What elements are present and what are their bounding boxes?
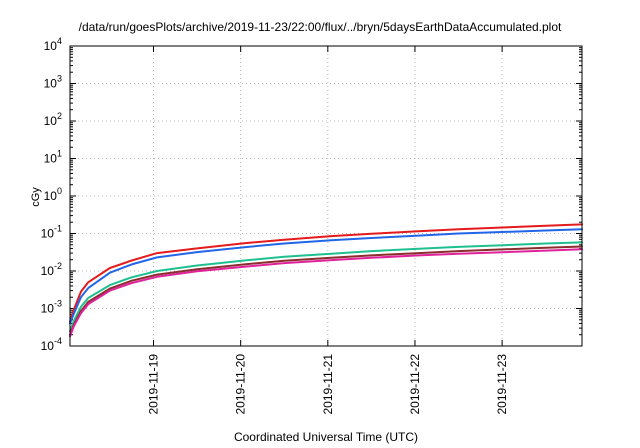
series-line-4	[69, 245, 583, 336]
y-tick-label: 10-3	[41, 299, 62, 316]
series-line-1	[69, 223, 583, 323]
series-line-3	[69, 241, 583, 333]
x-tick-label: 2019-11-23	[495, 354, 509, 415]
y-tick-label: 104	[44, 36, 62, 53]
y-axis-label: cGy	[30, 187, 42, 207]
plot-frame	[69, 45, 583, 347]
x-tick-label: 2019-11-21	[321, 354, 335, 415]
y-tick-label: 102	[44, 111, 62, 128]
y-tick-label: 100	[44, 186, 62, 203]
y-tick-label: 10-1	[41, 224, 62, 241]
chart-title: /data/run/goesPlots/archive/2019-11-23/2…	[78, 20, 562, 34]
x-tick-label: 2019-11-20	[234, 354, 248, 415]
series-line-2	[69, 228, 583, 325]
y-tick-label: 10-4	[41, 336, 62, 353]
x-tick-label: 2019-11-19	[147, 354, 161, 415]
series-line-5	[69, 248, 583, 338]
y-tick-label: 10-2	[41, 261, 62, 278]
y-tick-label: 101	[44, 149, 62, 166]
x-axis-label: Coordinated Universal Time (UTC)	[233, 430, 419, 444]
y-tick-label: 103	[44, 74, 62, 91]
x-tick-label: 2019-11-22	[408, 354, 422, 415]
